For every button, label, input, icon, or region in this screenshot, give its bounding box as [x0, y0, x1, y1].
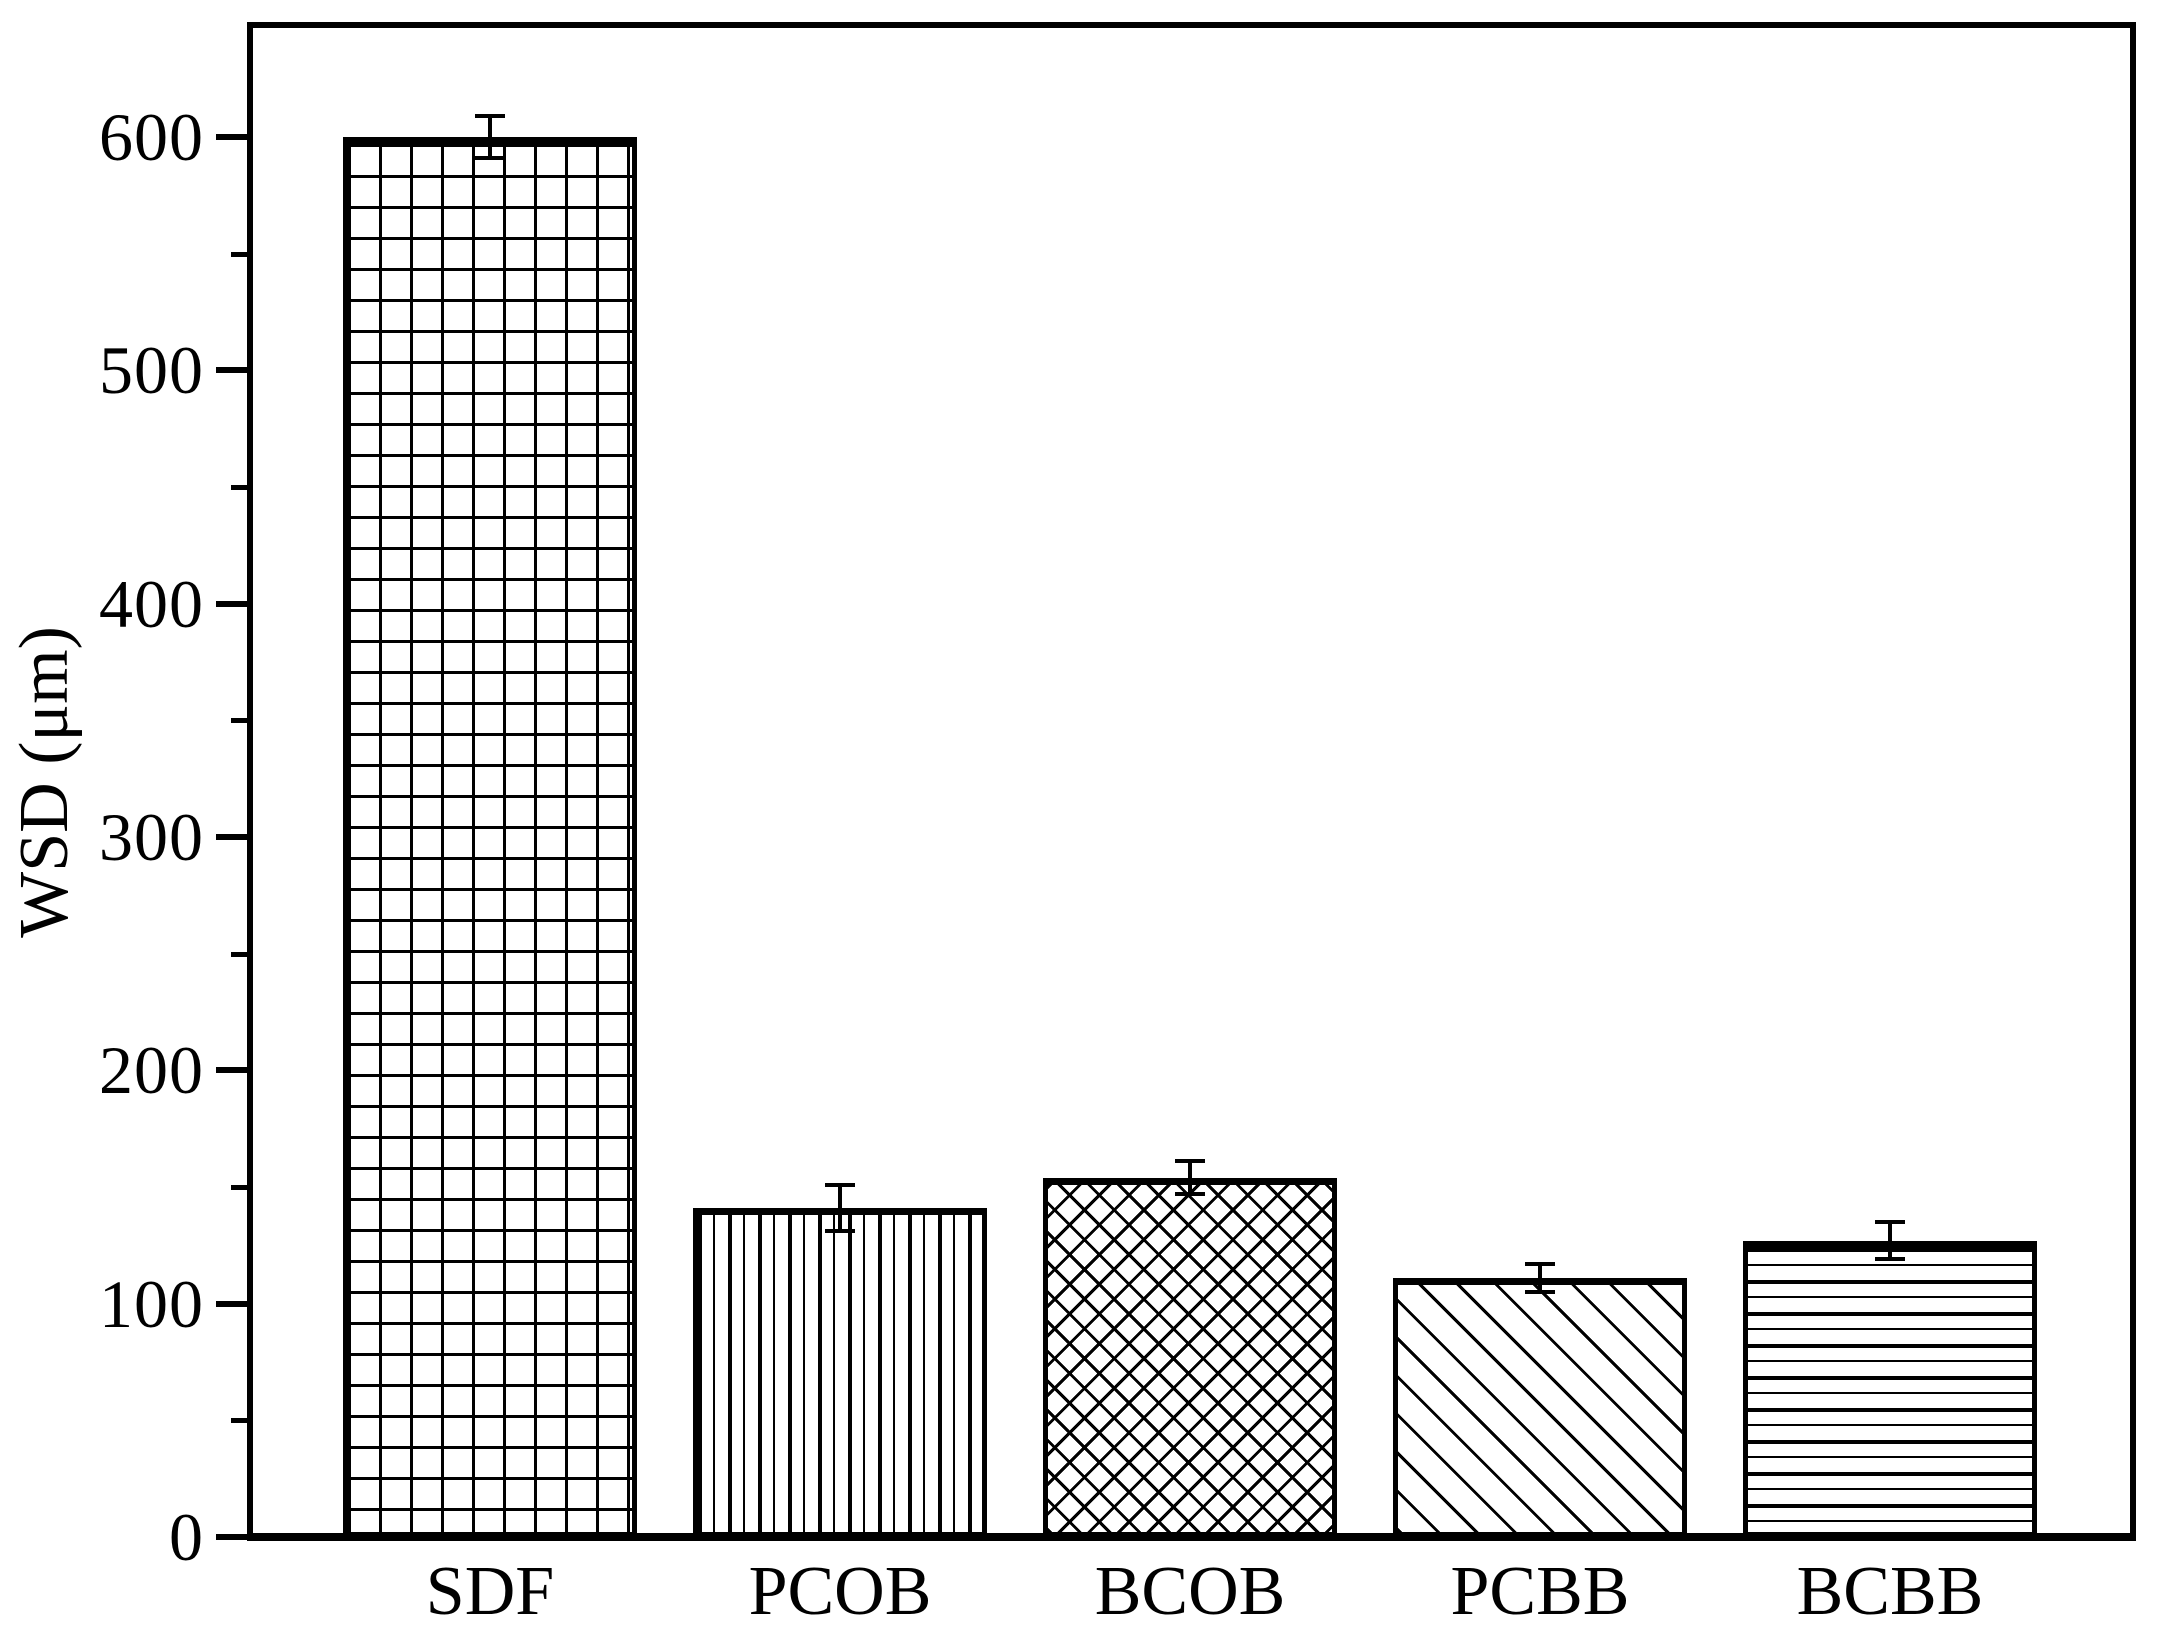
- error-bar-cap-bottom: [1525, 1290, 1555, 1294]
- y-tick-label: 300: [99, 799, 204, 875]
- y-major-tick: [216, 367, 250, 374]
- error-bar-cap-top: [1525, 1262, 1555, 1266]
- bar-sdf: [343, 137, 637, 1537]
- y-tick-label: 100: [99, 1265, 204, 1342]
- x-category-label-sdf: SDF: [425, 1553, 555, 1626]
- y-minor-tick: [231, 251, 250, 257]
- bar-bcbb: [1743, 1240, 2037, 1537]
- y-minor-tick: [231, 718, 250, 724]
- error-bar-cap-top: [475, 114, 505, 118]
- y-tick-label: 400: [99, 565, 204, 642]
- error-bar-cap-bottom: [1875, 1257, 1905, 1262]
- bar-bcob: [1043, 1177, 1337, 1537]
- y-tick-label: 600: [99, 99, 204, 175]
- x-category-label-pcbb: PCBB: [1450, 1553, 1630, 1626]
- y-major-tick: [216, 1067, 250, 1074]
- error-bar-cap-top: [1875, 1220, 1905, 1224]
- error-bar-cap-bottom: [825, 1229, 855, 1234]
- error-bar-stem: [488, 116, 492, 158]
- bar-pcob: [693, 1208, 987, 1537]
- y-major-tick: [216, 1300, 250, 1307]
- y-major-tick: [216, 834, 250, 840]
- error-bar-cap-bottom: [475, 156, 505, 160]
- error-bar-stem: [1888, 1222, 1892, 1260]
- y-minor-tick: [231, 1418, 250, 1424]
- error-bar-stem: [1538, 1264, 1542, 1292]
- x-category-label-bcbb: BCBB: [1796, 1553, 1984, 1626]
- error-bar-stem: [1188, 1161, 1192, 1194]
- x-category-label-bcob: BCOB: [1094, 1553, 1286, 1626]
- y-tick-label: 200: [99, 1032, 204, 1109]
- y-minor-tick: [231, 485, 250, 490]
- y-tick-label: 500: [99, 332, 204, 409]
- error-bar-cap-bottom: [1175, 1192, 1205, 1196]
- x-category-label-pcob: PCOB: [748, 1553, 932, 1626]
- y-tick-label: 0: [169, 1499, 204, 1575]
- y-major-tick: [216, 134, 250, 140]
- y-minor-tick: [231, 1185, 250, 1190]
- error-bar-cap-top: [1175, 1159, 1205, 1164]
- error-bar-stem: [838, 1184, 842, 1232]
- error-bar-cap-top: [825, 1182, 855, 1187]
- y-major-tick: [216, 600, 250, 607]
- bar-pcbb: [1393, 1278, 1687, 1537]
- y-major-tick: [216, 1534, 250, 1540]
- y-minor-tick: [231, 951, 250, 957]
